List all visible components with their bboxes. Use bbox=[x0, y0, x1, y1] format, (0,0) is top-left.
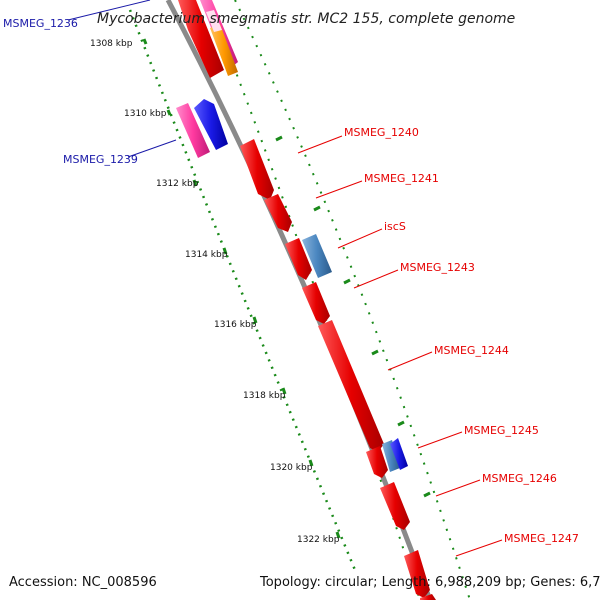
gene-label[interactable]: MSMEG_1240 bbox=[344, 126, 419, 139]
gene-feature bbox=[318, 320, 384, 452]
tick-mark bbox=[335, 531, 341, 539]
gene-feature bbox=[302, 282, 330, 324]
outer-boundary-ticks bbox=[275, 135, 431, 498]
tick-label: 1308 kbp bbox=[90, 39, 133, 49]
leader-line bbox=[337, 228, 383, 249]
tick-mark bbox=[252, 316, 258, 324]
leader-line bbox=[297, 135, 343, 154]
leader-line bbox=[315, 180, 363, 199]
gene-label[interactable]: MSMEG_1246 bbox=[482, 472, 557, 485]
gene-feature bbox=[210, 24, 238, 76]
boundary-tick bbox=[423, 491, 431, 498]
gene-feature bbox=[206, 10, 222, 32]
tick-label: 1310 kbp bbox=[124, 109, 167, 119]
gene-label[interactable]: MSMEG_1239 bbox=[63, 153, 138, 166]
leader-line bbox=[387, 351, 433, 371]
tick-track bbox=[128, 9, 357, 571]
tick-label: 1318 kbp bbox=[243, 391, 286, 401]
tick-label: 1314 kbp bbox=[185, 250, 228, 260]
tick-marks bbox=[142, 38, 341, 539]
gene-label[interactable]: MSMEG_1241 bbox=[364, 172, 439, 185]
gene-feature bbox=[366, 446, 388, 478]
leader-line bbox=[435, 479, 481, 497]
leader-line bbox=[67, 0, 151, 21]
boundary-tick bbox=[397, 420, 405, 427]
gene-feature bbox=[380, 482, 410, 530]
gene-track-boundary-inner bbox=[207, 0, 421, 600]
leader-lines bbox=[67, 0, 503, 557]
tick-mark bbox=[192, 179, 198, 187]
boundary-tick bbox=[275, 135, 283, 142]
gene-feature bbox=[382, 440, 400, 472]
gene-feature bbox=[194, 99, 228, 150]
gene-label[interactable]: MSMEG_1244 bbox=[434, 344, 509, 357]
map-title: Mycobacterium smegmatis str. MC2 155, co… bbox=[97, 11, 515, 27]
boundary-tick bbox=[371, 349, 379, 356]
gene-feature bbox=[420, 594, 436, 600]
tick-label: 1320 kbp bbox=[270, 463, 313, 473]
gene-label[interactable]: MSMEG_1247 bbox=[504, 532, 579, 545]
gene-label[interactable]: MSMEG_1243 bbox=[400, 261, 475, 274]
boundary-tick bbox=[343, 278, 351, 285]
tick-mark bbox=[281, 387, 287, 395]
leader-line bbox=[417, 431, 463, 449]
gene-feature bbox=[176, 103, 210, 158]
gene-feature bbox=[390, 438, 408, 470]
gene-label[interactable]: iscS bbox=[384, 220, 406, 233]
genes bbox=[176, 0, 436, 600]
leader-line bbox=[353, 269, 399, 289]
tick-mark bbox=[222, 247, 228, 255]
tick-mark bbox=[142, 38, 148, 45]
genome-summary-text: Topology: circular; Length: 6,988,209 bp… bbox=[259, 575, 600, 590]
gene-label[interactable]: MSMEG_1245 bbox=[464, 424, 539, 437]
tick-mark bbox=[308, 459, 314, 467]
accession-text: Accession: NC_008596 bbox=[9, 575, 157, 590]
gene-label[interactable]: MSMEG_1236 bbox=[3, 17, 78, 30]
leader-line bbox=[455, 539, 503, 557]
gene-feature bbox=[178, 0, 224, 78]
tick-label: 1322 kbp bbox=[297, 535, 340, 545]
gene-labels: MSMEG_1236 MSMEG_1239 MSMEG_1240 MSMEG_1… bbox=[3, 17, 579, 545]
boundary-tick bbox=[313, 205, 321, 212]
tick-label: 1316 kbp bbox=[214, 320, 257, 330]
gene-feature bbox=[264, 194, 292, 232]
gene-feature bbox=[285, 238, 312, 280]
leader-line bbox=[127, 139, 177, 158]
gene-feature bbox=[240, 139, 274, 200]
tick-labels: 1308 kbp 1310 kbp 1312 kbp 1314 kbp 1316… bbox=[90, 39, 340, 545]
tick-mark bbox=[166, 109, 172, 116]
gene-track-boundary-outer bbox=[234, 0, 471, 600]
gene-feature bbox=[302, 234, 332, 278]
tick-label: 1312 kbp bbox=[156, 179, 199, 189]
gene-feature bbox=[404, 550, 430, 598]
